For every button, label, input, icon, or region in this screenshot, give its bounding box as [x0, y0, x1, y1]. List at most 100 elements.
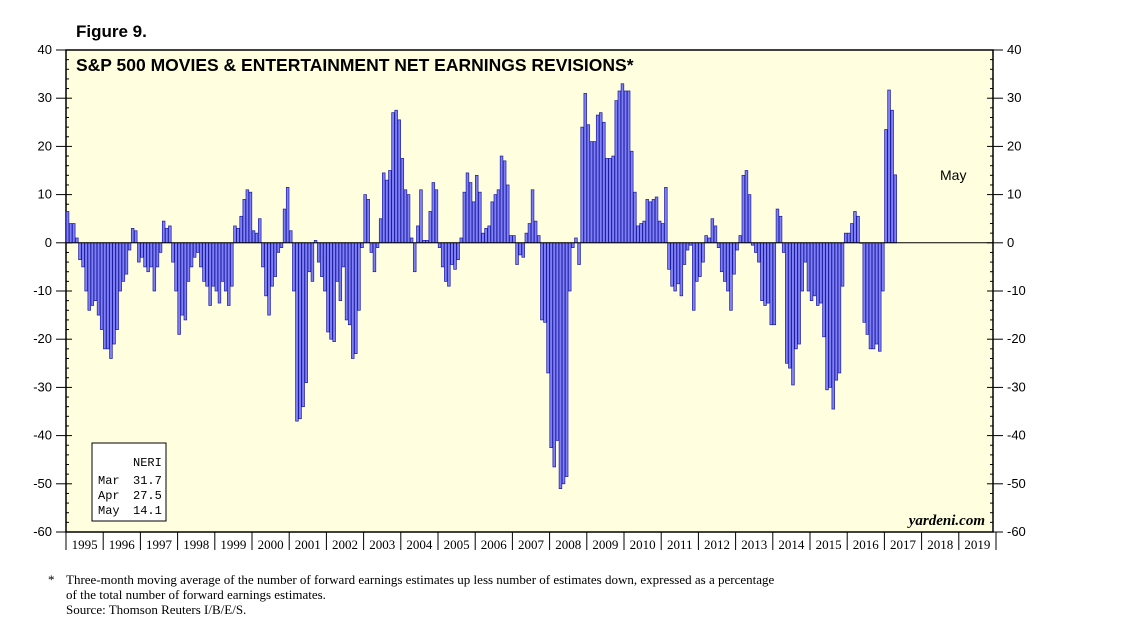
- bar: [397, 119, 401, 244]
- x-axis: 1995 1996 1997 1998 1999 2000 2001 2002 2003 2004…: [65, 532, 997, 552]
- bar: [140, 242, 144, 258]
- footnote-line-2: of the total number of forward earnings …: [66, 587, 326, 602]
- bar: [109, 242, 113, 359]
- bar: [778, 215, 783, 244]
- bar: [230, 242, 234, 287]
- bar: [657, 220, 662, 244]
- bar: [134, 230, 138, 244]
- bar: [103, 242, 107, 350]
- bar: [723, 242, 727, 282]
- bar: [409, 237, 414, 244]
- x-year-label: 2003: [369, 537, 395, 552]
- bar: [81, 242, 85, 268]
- bar: [496, 189, 501, 244]
- bar: [447, 242, 451, 287]
- bar: [115, 242, 119, 330]
- bar: [254, 232, 259, 244]
- bar: [276, 242, 281, 253]
- bar: [651, 199, 656, 244]
- bar: [781, 242, 786, 253]
- bar: [264, 242, 268, 297]
- bar: [289, 230, 293, 244]
- bar: [261, 242, 265, 268]
- bar: [726, 242, 730, 292]
- bar: [471, 201, 476, 244]
- bar: [667, 242, 671, 270]
- x-year-label: 2016: [853, 537, 880, 552]
- bar: [558, 242, 563, 489]
- bar: [595, 114, 600, 244]
- bar: [385, 179, 389, 244]
- x-year-label: 1997: [146, 537, 173, 552]
- y-tick-label-left: 10: [38, 187, 52, 202]
- bar: [738, 235, 742, 244]
- bar: [279, 242, 284, 248]
- bar: [121, 242, 126, 282]
- bar: [403, 189, 408, 244]
- bar: [856, 215, 860, 244]
- bar: [382, 172, 386, 244]
- bar: [168, 225, 172, 244]
- y-tick-label-right: -10: [1007, 283, 1026, 298]
- bar: [499, 155, 504, 244]
- legend-month: Apr: [98, 489, 120, 503]
- bar: [518, 242, 522, 256]
- y-tick-label-left: -60: [33, 524, 52, 539]
- y-tick-label-right: -50: [1007, 476, 1026, 491]
- bar: [874, 242, 879, 345]
- bar: [834, 242, 839, 381]
- bar: [719, 242, 724, 273]
- bar: [369, 242, 374, 253]
- bar: [788, 242, 792, 369]
- bar: [828, 242, 832, 388]
- bar: [177, 242, 181, 335]
- bar: [664, 187, 668, 244]
- bar: [679, 242, 684, 297]
- bar: [648, 201, 653, 244]
- bar: [338, 242, 343, 301]
- bar: [614, 100, 618, 244]
- y-tick-label-right: 10: [1007, 187, 1021, 202]
- bar: [831, 242, 835, 410]
- y-tick-label-right: -30: [1007, 379, 1026, 394]
- x-year-label: 2005: [444, 537, 470, 552]
- bar: [99, 242, 104, 330]
- bar: [391, 112, 395, 244]
- bar: [450, 242, 454, 265]
- bar: [130, 227, 135, 244]
- bar: [143, 242, 147, 268]
- bar: [512, 235, 516, 244]
- bar: [521, 242, 525, 258]
- x-year-label: 2015: [816, 537, 842, 552]
- bar: [533, 220, 538, 244]
- bar: [800, 242, 804, 292]
- y-tick-label-right: -40: [1007, 428, 1026, 443]
- bar: [211, 242, 215, 287]
- x-year-label: 2013: [741, 537, 767, 552]
- bar: [620, 83, 625, 244]
- y-tick-label-left: 40: [38, 42, 52, 57]
- bar: [152, 242, 157, 292]
- bar: [589, 141, 594, 244]
- legend-header: NERI: [133, 456, 162, 470]
- bar: [242, 199, 246, 244]
- bar: [155, 242, 160, 268]
- bar: [775, 208, 780, 244]
- bar: [884, 129, 888, 244]
- bar: [146, 242, 150, 273]
- bar: [825, 242, 829, 391]
- bar: [202, 242, 206, 282]
- bar: [270, 242, 274, 287]
- bar: [301, 242, 305, 408]
- bar: [478, 191, 482, 244]
- x-year-label: 2000: [258, 537, 284, 552]
- bar: [413, 242, 417, 273]
- bar: [161, 220, 166, 244]
- bar: [158, 242, 163, 253]
- bar: [862, 242, 866, 323]
- bar: [654, 196, 659, 244]
- bar: [65, 211, 70, 244]
- bar: [881, 242, 885, 292]
- bar: [592, 141, 597, 244]
